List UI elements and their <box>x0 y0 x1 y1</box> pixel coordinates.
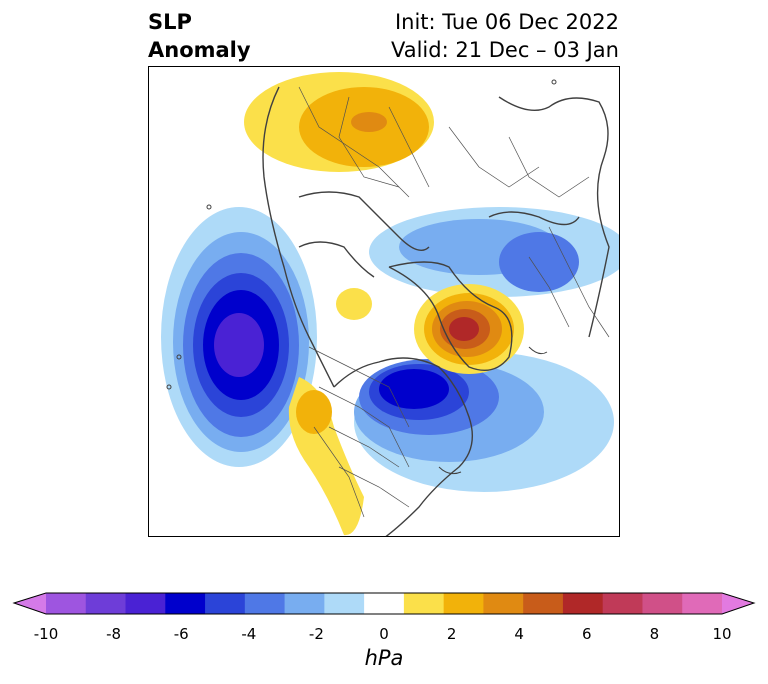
colorbar-units-label: hPa <box>364 646 404 670</box>
colorbar-segment <box>562 593 604 614</box>
colorbar-tick-label: -4 <box>241 625 257 643</box>
colorbar-tick-label: 6 <box>582 625 592 643</box>
colorbar-tick-label: -2 <box>308 625 324 643</box>
colorbar-segments <box>14 593 754 614</box>
colorbar-segment <box>244 593 286 614</box>
colorbar-tick-label: 4 <box>514 625 524 643</box>
anomaly-low-hudson <box>354 352 614 492</box>
colorbar-segment <box>85 593 127 614</box>
map-panel <box>148 66 620 537</box>
colorbar-segment <box>682 593 723 614</box>
coastlines <box>262 86 610 536</box>
colorbar-segment <box>165 593 206 614</box>
colorbar-segment <box>364 593 405 614</box>
colorbar-segment <box>403 593 445 614</box>
title-line-1: SLP <box>148 10 192 34</box>
valid-range: Valid: 21 Dec – 03 Jan <box>390 38 619 62</box>
colorbar-segment <box>523 593 564 614</box>
anomaly-low-pacific <box>161 207 317 467</box>
colorbar-segment <box>324 593 365 614</box>
init-date: Init: Tue 06 Dec 2022 <box>394 10 619 34</box>
colorbar-segment <box>284 593 325 614</box>
colorbar-tick-label: -8 <box>106 625 122 643</box>
anomaly-high-arctic <box>336 288 372 320</box>
colorbar-tick-label: -10 <box>33 625 59 643</box>
anomaly-low-siberia <box>369 207 619 297</box>
colorbar-segment <box>125 593 166 614</box>
borders <box>298 86 610 518</box>
colorbar-extend-min <box>14 593 46 614</box>
colorbar-segment <box>205 593 246 614</box>
colorbar-tick-label: 10 <box>712 625 732 643</box>
slp-anomaly-map <box>161 72 619 536</box>
colorbar-segment <box>46 593 87 614</box>
date-info: Init: Tue 06 Dec 2022 Valid: 21 Dec – 03… <box>391 8 619 64</box>
colorbar-segment <box>602 593 643 614</box>
colorbar-segment <box>642 593 683 614</box>
colorbar-segment <box>483 593 524 614</box>
colorbar-tick-label: 8 <box>649 625 660 643</box>
title-line-2: Anomaly <box>148 38 251 62</box>
colorbar-segment <box>443 593 484 614</box>
anomaly-high-west-na <box>288 377 364 536</box>
colorbar-tick-label: -6 <box>173 625 189 643</box>
colorbar-extend-max <box>722 593 754 614</box>
colorbar-tick-label: 2 <box>446 625 457 643</box>
anomaly-high-europe <box>244 72 434 172</box>
islands <box>166 79 557 475</box>
colorbar-outline <box>12 592 756 615</box>
colorbar-tick-label: 0 <box>379 625 389 643</box>
colorbar <box>12 592 756 615</box>
anomaly-high-greenland <box>414 284 524 374</box>
map-title: SLP Anomaly <box>148 8 251 64</box>
